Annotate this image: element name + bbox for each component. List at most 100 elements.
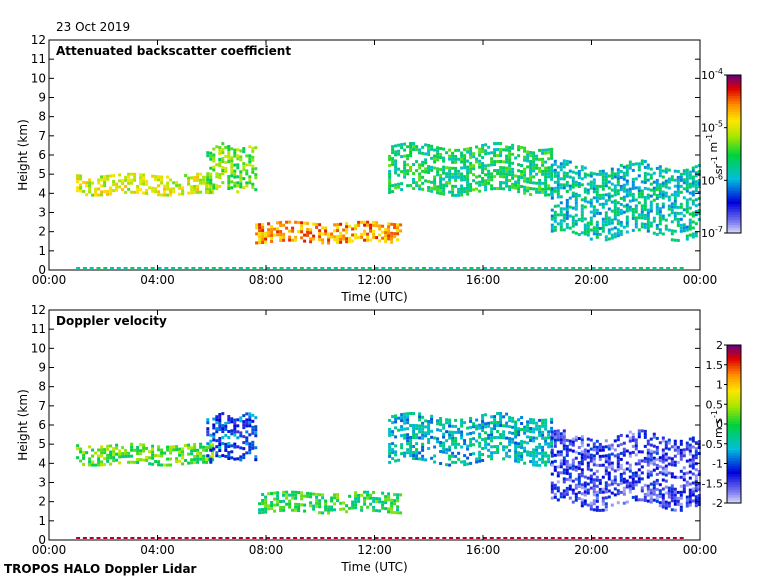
data-cell [288, 229, 292, 233]
data-cell [270, 225, 274, 228]
data-cell [559, 459, 563, 463]
data-cell [505, 154, 509, 158]
data-cell [252, 537, 257, 539]
data-cell [664, 227, 668, 231]
data-cell [565, 222, 569, 226]
data-cell [381, 267, 386, 269]
data-cell [640, 210, 644, 214]
data-cell [496, 448, 500, 451]
colorbar-segment [727, 114, 741, 118]
data-cell [595, 211, 599, 215]
colorbar-segment [727, 474, 741, 478]
data-cell [535, 187, 539, 191]
data-cell [535, 154, 539, 158]
data-cell [369, 223, 373, 227]
data-cell [649, 470, 653, 474]
data-cell [544, 537, 548, 539]
data-cell [643, 177, 647, 181]
data-cell [688, 443, 692, 447]
data-cell [529, 436, 533, 439]
data-cell [523, 179, 527, 183]
data-cell [236, 418, 240, 422]
data-cell [294, 490, 298, 494]
data-cell [652, 219, 656, 223]
data-cell [285, 502, 289, 506]
data-cell [118, 452, 122, 456]
data-cell [224, 442, 228, 446]
data-cell [511, 170, 515, 174]
data-cell [394, 153, 398, 157]
data-cell [103, 181, 107, 185]
data-cell [481, 171, 485, 174]
data-cell [79, 177, 83, 181]
data-cell [394, 267, 399, 269]
data-cell [218, 149, 222, 152]
data-cell [538, 424, 542, 428]
data-cell [685, 168, 689, 172]
data-cell [421, 430, 425, 434]
data-cell [616, 231, 620, 235]
data-cell [553, 174, 557, 178]
data-cell [520, 455, 524, 458]
data-cell [562, 456, 566, 460]
data-cell [667, 447, 671, 451]
data-cell [619, 223, 623, 227]
data-cell [556, 471, 560, 475]
data-cell [589, 504, 593, 508]
data-cell [286, 537, 291, 539]
data-cell [212, 183, 216, 187]
data-cell [327, 241, 331, 245]
data-cell [694, 456, 698, 460]
data-cell [209, 157, 213, 161]
colorbar-segment [727, 384, 741, 388]
data-cell [448, 169, 452, 173]
data-cell [345, 510, 349, 514]
data-cell [400, 182, 404, 186]
data-cell [245, 537, 250, 539]
data-cell [523, 428, 527, 432]
data-cell [583, 187, 587, 191]
data-cell [523, 191, 527, 195]
data-cell [193, 179, 197, 182]
data-cell [451, 154, 455, 158]
data-cell [448, 457, 452, 461]
data-cell [115, 185, 119, 189]
data-cell [679, 226, 683, 230]
data-cell [320, 537, 325, 539]
data-cell [538, 148, 542, 152]
data-cell [604, 502, 608, 506]
data-cell [670, 460, 674, 464]
data-cell [583, 166, 587, 170]
data-cell [652, 171, 656, 175]
data-cell [646, 220, 650, 224]
data-cell [547, 166, 551, 170]
data-cell [484, 422, 488, 426]
data-cell [493, 142, 497, 146]
data-cell [130, 460, 134, 464]
data-cell [586, 452, 590, 456]
data-cell [472, 431, 476, 435]
data-cell [238, 267, 243, 269]
data-cell [628, 466, 632, 470]
data-cell [571, 230, 575, 234]
data-cell [457, 442, 461, 446]
data-cell [127, 181, 131, 185]
data-cell [455, 267, 460, 269]
data-cell [251, 413, 255, 417]
data-cell [403, 427, 407, 431]
data-cell [430, 165, 434, 169]
data-cell [601, 193, 605, 197]
data-cell [387, 228, 391, 232]
data-cell [154, 460, 158, 463]
data-cell [251, 158, 255, 162]
data-cell [336, 496, 340, 500]
data-cell [618, 537, 623, 539]
data-cell [306, 537, 311, 539]
data-cell [559, 162, 563, 166]
data-cell [541, 457, 545, 461]
data-cell [406, 184, 410, 188]
data-cell [565, 207, 569, 211]
colorbar-segment [727, 198, 741, 202]
data-cell [592, 460, 596, 464]
data-cell [544, 439, 548, 443]
